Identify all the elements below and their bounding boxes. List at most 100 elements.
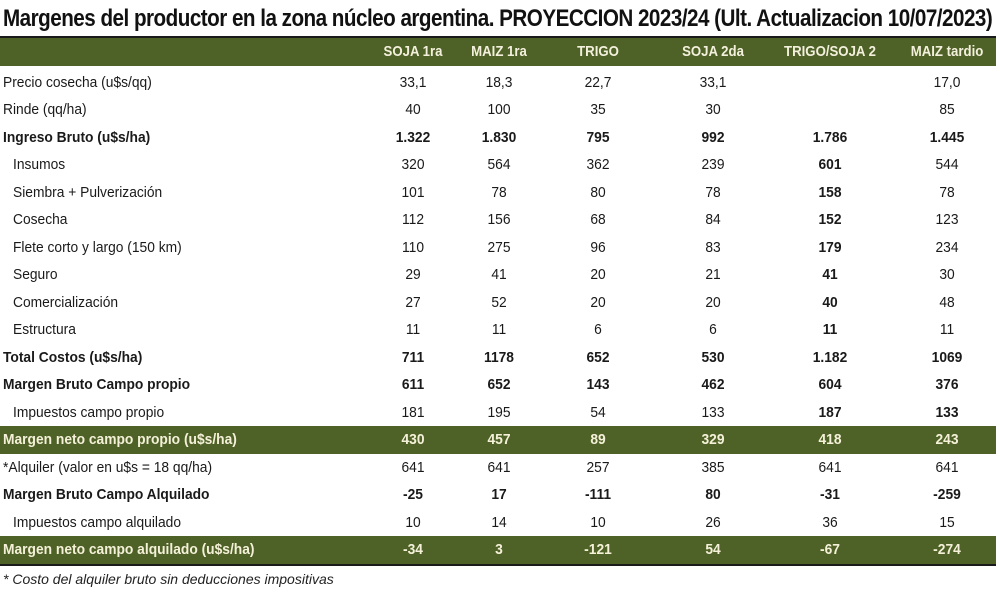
row-label: Comercialización: [13, 293, 119, 311]
table-cell: 1178: [484, 348, 514, 366]
table-cell: 41: [491, 266, 507, 283]
table-cell: 68: [590, 211, 606, 228]
table-cell: 14: [491, 513, 507, 531]
table-cell: 795: [586, 128, 610, 146]
table-cell: 54: [705, 541, 721, 558]
table-cell: 195: [487, 403, 511, 421]
row-label: Margen neto campo propio (u$s/ha): [3, 431, 237, 448]
table-cell: 652: [487, 376, 511, 393]
table-row: Margen Bruto Campo Alquilado -25 17 -111 80 -…: [0, 481, 996, 509]
table-cell: 362: [586, 156, 610, 173]
table-cell: 112: [401, 211, 425, 228]
table-row: Impuestos campo propio 181 195 54 133 187 133: [0, 399, 996, 427]
footnote: * Costo del alquiler bruto sin deduccion…: [3, 571, 334, 587]
row-label: Estructura: [13, 321, 76, 338]
table-cell: 641: [935, 458, 959, 476]
table-row: Rinde (qq/ha) 40 100 35 30 85: [0, 96, 996, 124]
table-cell: 133: [935, 403, 959, 421]
page-title: Margenes del productor en la zona núcleo…: [3, 5, 993, 32]
table-cell: 544: [935, 156, 959, 173]
table-cell: 992: [701, 128, 725, 146]
table-cell: -121: [584, 541, 612, 558]
table-cell: 11: [939, 321, 955, 338]
table-cell: 1.786: [812, 128, 848, 146]
table-cell: 652: [586, 348, 610, 366]
title-divider: [0, 36, 996, 38]
table-row: Precio cosecha (u$s/qq) 33,1 18,3 22,7 33,1 1…: [0, 69, 996, 97]
row-label: Total Costos (u$s/ha): [3, 348, 143, 366]
table-cell: 243: [935, 431, 959, 448]
table-cell: 89: [590, 431, 606, 448]
table-cell: 30: [939, 266, 955, 283]
table-cell: 6: [594, 321, 602, 338]
table-cell: 110: [401, 238, 425, 256]
table-cell: 17: [491, 486, 507, 503]
row-label: Margen Bruto Campo Alquilado: [3, 486, 210, 503]
table-cell: 1.830: [481, 128, 517, 146]
table-cell: 11: [491, 321, 507, 338]
table-cell: 181: [401, 403, 425, 421]
table-cell: -25: [403, 486, 423, 503]
table-row: Siembra + Pulverización 101 78 80 78 158 78: [0, 179, 996, 207]
table-row: Seguro 29 41 20 21 41 30: [0, 261, 996, 289]
table-cell: 11: [822, 321, 838, 338]
table-cell: 275: [487, 238, 511, 256]
row-label: Siembra + Pulverización: [13, 183, 163, 201]
table-cell: 10: [405, 513, 421, 531]
table-cell: 26: [705, 513, 721, 531]
table-cell: 78: [939, 183, 955, 201]
table-cell: -259: [933, 486, 961, 503]
row-label: Seguro: [13, 266, 58, 283]
table-cell: 123: [935, 211, 959, 228]
table-cell: 80: [590, 183, 606, 201]
table-cell: 711: [401, 348, 425, 366]
table-cell: 15: [939, 513, 955, 531]
table-cell: 11: [405, 321, 421, 338]
table-cell: -67: [820, 541, 840, 558]
table-cell: 21: [705, 266, 721, 283]
table-bottom-border: [0, 564, 996, 566]
table-cell: 239: [701, 156, 725, 173]
table-cell: 80: [705, 486, 721, 503]
table-cell: -111: [584, 486, 612, 503]
row-label: Precio cosecha (u$s/qq): [3, 73, 152, 91]
table-cell: 48: [939, 293, 955, 311]
column-header: TRIGO: [577, 43, 619, 60]
table-row: Insumos 320 564 362 239 601 544: [0, 151, 996, 179]
column-header: MAIZ 1ra: [471, 43, 527, 60]
table-cell: 27: [405, 293, 421, 311]
row-label: Impuestos campo propio: [13, 403, 165, 421]
table-cell: 10: [590, 513, 606, 531]
table-cell: 18,3: [485, 73, 513, 91]
table-cell: 641: [487, 458, 511, 476]
table-cell: 20: [590, 266, 606, 283]
table-cell: 3: [495, 541, 503, 558]
table-cell: 52: [491, 293, 507, 311]
table-cell: 564: [487, 156, 511, 173]
table-cell: -31: [820, 486, 840, 503]
table-cell: 234: [935, 238, 959, 256]
table-row: Flete corto y largo (150 km) 110 275 96 83 17…: [0, 234, 996, 262]
row-label: Impuestos campo alquilado: [13, 513, 182, 531]
table-cell: 96: [590, 238, 606, 256]
table-cell: 36: [822, 513, 838, 531]
column-header: SOJA 1ra: [383, 43, 443, 60]
row-label: Ingreso Bruto (u$s/ha): [3, 128, 151, 146]
table-cell: 33,1: [399, 73, 427, 91]
table-cell: 418: [818, 431, 842, 448]
table-cell: 1.322: [395, 128, 431, 146]
column-header: SOJA 2da: [682, 43, 744, 60]
table-cell: 457: [487, 431, 511, 448]
table-cell: 78: [705, 183, 721, 201]
column-header: TRIGO/SOJA 2: [784, 43, 876, 60]
table-cell: 35: [590, 101, 606, 118]
table-cell: 41: [822, 266, 838, 283]
row-label: Insumos: [13, 156, 66, 173]
table-cell: -274: [933, 541, 961, 558]
table-cell: 20: [590, 293, 606, 311]
table-cell: 29: [405, 266, 421, 283]
table-cell: 54: [590, 403, 606, 421]
table-cell: 530: [701, 348, 725, 366]
table-row: Margen Bruto Campo propio 611 652 143 462 604…: [0, 371, 996, 399]
table-cell: 6: [709, 321, 717, 338]
